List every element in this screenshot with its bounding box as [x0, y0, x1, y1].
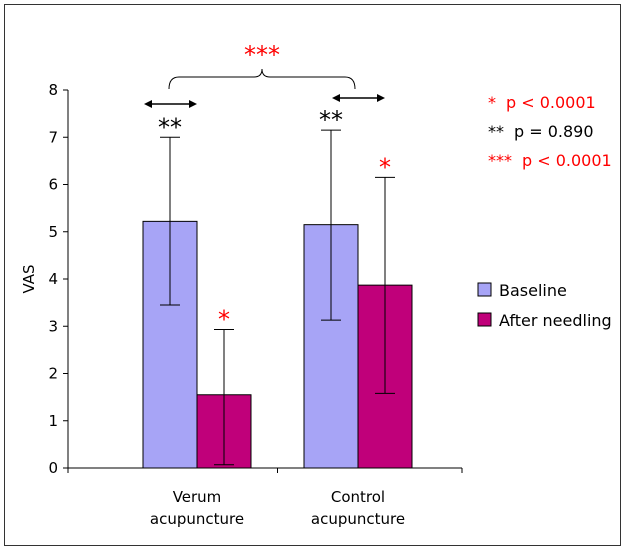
p-value-notes: * p < 0.0001** p = 0.890*** p < 0.0001 [488, 93, 612, 170]
p-value-note-marker: ** [488, 122, 504, 141]
p-value-note-text: p = 0.890 [514, 122, 594, 141]
y-tick-label: 1 [48, 412, 58, 430]
arrow-head-left [332, 94, 340, 102]
category-label: acupuncture [150, 510, 244, 528]
category-label: Verum [173, 488, 222, 506]
y-tick-label: 5 [48, 223, 58, 241]
chart-frame: 0 1 2 3 4 5 6 7 8 VAS Verum acupuncture Control acupu… [4, 4, 621, 546]
legend: Baseline After needling [477, 281, 612, 330]
y-tick-label: 7 [48, 128, 58, 146]
y-tick-label: 4 [48, 270, 58, 288]
axes: 0 1 2 3 4 5 6 7 8 VAS Verum acupuncture Control acupu… [20, 81, 463, 528]
p-value-note: *** p < 0.0001 [488, 151, 612, 170]
legend-swatch [477, 282, 492, 297]
arrow-head-right [189, 100, 197, 108]
category-label: Control [331, 488, 385, 506]
between-group-significance-marker: *** [244, 41, 280, 69]
category-label: acupuncture [311, 510, 405, 528]
legend-swatch [477, 312, 492, 327]
y-axis-title: VAS [20, 264, 38, 293]
group-comparison-brace [168, 68, 356, 90]
y-tick-label: 0 [48, 459, 58, 477]
significance-annotations: ** ******* [144, 41, 391, 334]
p-value-note-text: p < 0.0001 [506, 93, 596, 112]
bar-chart: 0 1 2 3 4 5 6 7 8 VAS Verum acupuncture Control acupu… [20, 41, 612, 528]
after-significance-marker: * [218, 306, 230, 334]
arrow-head-left [144, 100, 152, 108]
y-tick-label: 3 [48, 317, 58, 335]
p-value-note: * p < 0.0001 [488, 93, 596, 112]
baseline-significance-marker: ** [319, 106, 343, 134]
legend-label: Baseline [499, 281, 567, 300]
y-tick-label: 8 [48, 81, 58, 99]
bars [142, 129, 413, 469]
p-value-note: ** p = 0.890 [488, 122, 594, 141]
legend-label: After needling [499, 311, 612, 330]
arrow-head-right [377, 94, 385, 102]
y-tick-label: 6 [48, 176, 58, 194]
p-value-note-marker: * [488, 93, 496, 112]
after-significance-marker: * [379, 153, 391, 181]
p-value-note-text: p < 0.0001 [522, 151, 612, 170]
p-value-note-marker: *** [488, 151, 512, 170]
y-tick-label: 2 [48, 365, 58, 383]
baseline-significance-marker: ** [158, 113, 182, 141]
